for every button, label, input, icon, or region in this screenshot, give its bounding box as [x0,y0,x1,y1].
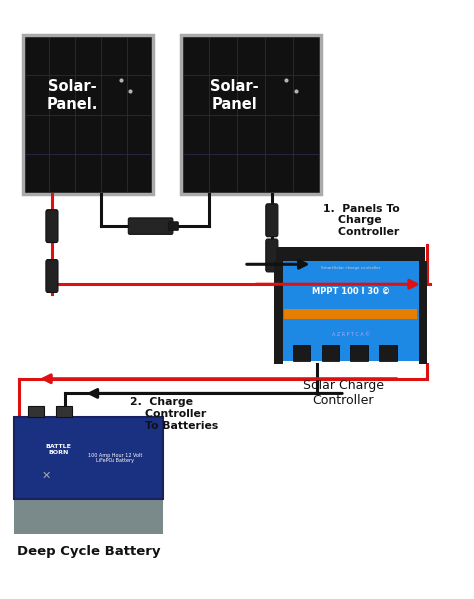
Text: Solar-
Panel.: Solar- Panel. [47,80,99,112]
Bar [14,499,163,534]
FancyBboxPatch shape [128,218,173,234]
FancyBboxPatch shape [266,239,278,272]
Text: SmartSolar charge controller: SmartSolar charge controller [321,266,381,270]
Text: A Z R P T C A ©: A Z R P T C A © [332,332,370,337]
FancyBboxPatch shape [46,259,58,292]
Text: BATTLE
BORN: BATTLE BORN [46,444,72,455]
FancyBboxPatch shape [23,35,154,194]
Bar [284,309,417,319]
Text: Solar-
Panel: Solar- Panel [210,80,258,112]
Bar [379,344,397,361]
Bar [276,247,425,261]
Bar [419,261,428,364]
Bar [350,344,368,361]
Text: 100 Amp Hour 12 Volt
LiFePO₄ Battery: 100 Amp Hour 12 Volt LiFePO₄ Battery [88,453,142,464]
Bar [28,406,44,417]
Bar [321,344,339,361]
Point [282,75,290,84]
FancyBboxPatch shape [46,210,58,243]
Text: 2.  Charge
    Controller
    To Batteries: 2. Charge Controller To Batteries [130,397,219,431]
Point [126,86,134,96]
FancyBboxPatch shape [168,222,179,231]
Bar [14,417,163,499]
Point [117,75,125,84]
Text: ✕: ✕ [42,471,51,480]
Bar [274,261,283,364]
Text: MPPT 100 I 30 ©: MPPT 100 I 30 © [312,287,390,296]
Text: Solar Charge
Controller: Solar Charge Controller [302,379,383,407]
FancyBboxPatch shape [283,261,419,361]
FancyBboxPatch shape [181,35,320,194]
Text: Deep Cycle Battery: Deep Cycle Battery [17,545,160,558]
Bar [293,344,310,361]
FancyBboxPatch shape [266,204,278,237]
Point [292,86,299,96]
Bar [56,406,72,417]
Text: 1.  Panels To
    Charge
    Controller: 1. Panels To Charge Controller [323,204,400,237]
